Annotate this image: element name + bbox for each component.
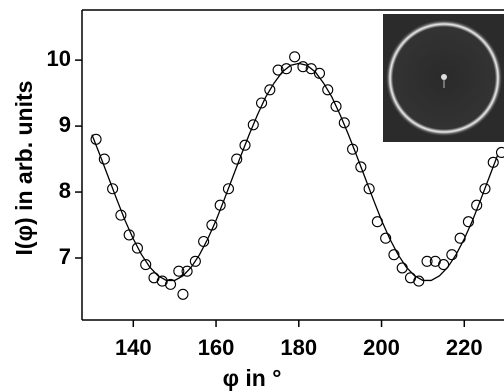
y-tick-label: 10 [47, 46, 71, 71]
x-tick-label: 180 [280, 335, 317, 360]
data-point [397, 263, 407, 273]
data-point [91, 134, 101, 144]
data-point [124, 230, 134, 240]
data-point [497, 147, 504, 157]
data-point [199, 237, 209, 247]
data-point [372, 217, 382, 227]
y-tick-label: 7 [59, 244, 71, 269]
chart: φ in ° I(φ) in arb. units 140 160 180 200 22… [0, 0, 504, 392]
y-axis-label: I(φ) in arb. units [11, 81, 37, 256]
x-tick-label: 220 [446, 335, 483, 360]
x-axis-label: φ in ° [223, 365, 282, 391]
data-point [290, 52, 300, 62]
data-point [178, 289, 188, 299]
inset-image [383, 14, 504, 142]
y-tick-label: 8 [59, 178, 71, 203]
data-point [439, 260, 449, 270]
x-tick-label: 160 [198, 335, 235, 360]
x-tick-label: 200 [363, 335, 400, 360]
y-tick-label: 9 [59, 112, 71, 137]
x-tick-label: 140 [115, 335, 152, 360]
data-point [455, 233, 465, 243]
